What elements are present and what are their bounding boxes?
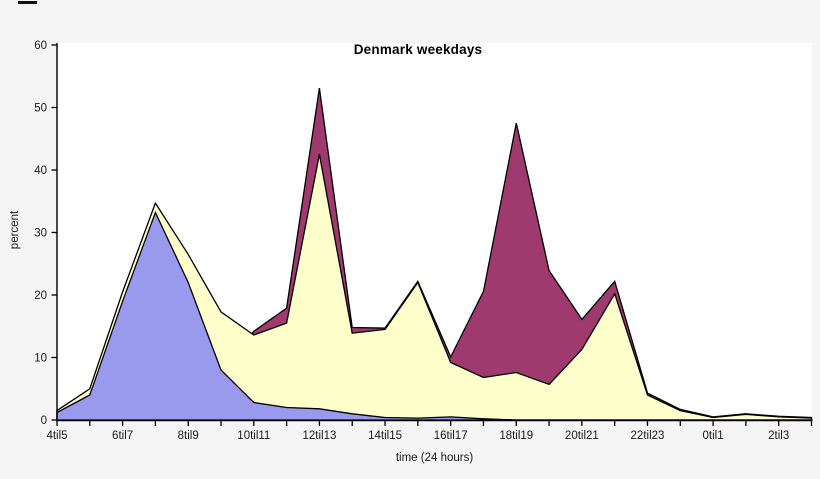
chart-title: Denmark weekdays xyxy=(353,42,483,57)
y-axis-title: percent xyxy=(9,210,21,250)
y-tick-label: 0 xyxy=(41,415,47,427)
x-tick-label: 14til15 xyxy=(368,430,402,442)
x-tick-label: 18til19 xyxy=(499,430,533,442)
x-axis-title: time (24 hours) xyxy=(395,452,474,464)
y-tick-label: 30 xyxy=(34,228,47,240)
y-tick-label: 10 xyxy=(34,353,47,365)
stray-mark xyxy=(18,1,37,4)
x-tick-label: 2til3 xyxy=(768,430,789,442)
yellow-area xyxy=(56,154,813,421)
x-tick-label: 12til13 xyxy=(302,430,336,442)
y-tick-label: 20 xyxy=(34,290,47,302)
x-tick-label: 10til11 xyxy=(237,430,270,442)
x-tick-label: 6til7 xyxy=(112,430,133,442)
x-tick-label: 22til23 xyxy=(631,430,665,442)
y-tick-label: 50 xyxy=(34,103,47,115)
x-tick-label: 0til1 xyxy=(703,430,724,442)
y-tick-label: 60 xyxy=(34,40,47,52)
y-tick-label: 40 xyxy=(34,165,47,177)
x-tick-label: 20til21 xyxy=(565,430,599,442)
x-tick-label: 8til9 xyxy=(178,430,199,442)
x-tick-label: 16til17 xyxy=(434,430,468,442)
x-tick-label: 4til5 xyxy=(46,430,67,442)
